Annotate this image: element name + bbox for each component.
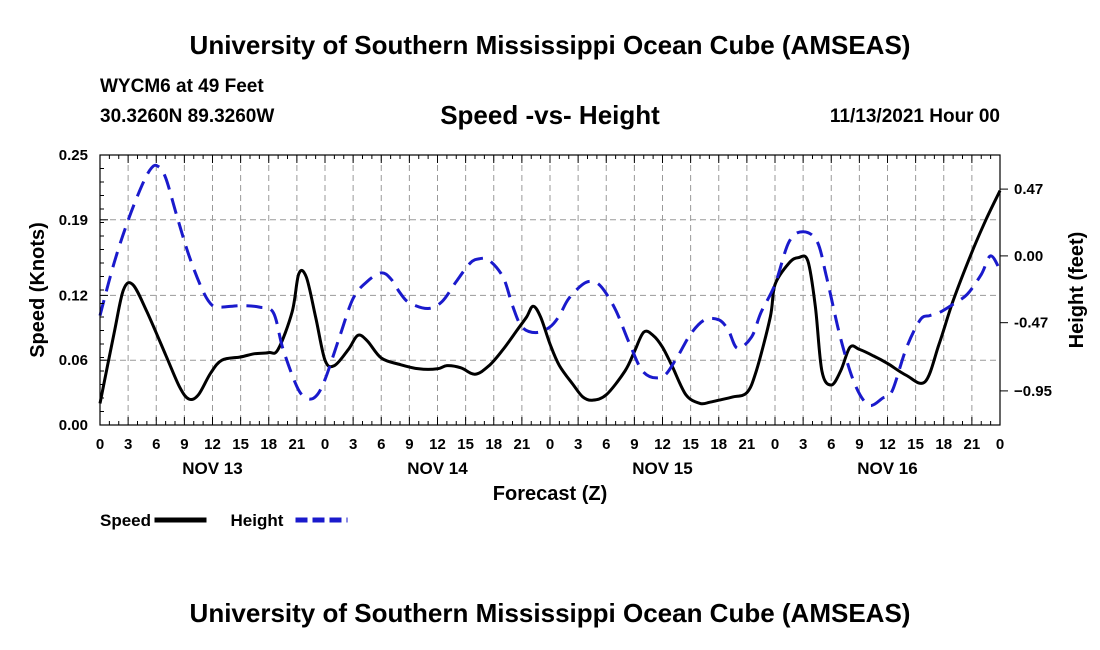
x-tick-label: 6	[602, 436, 610, 453]
y2-tick-label: −0.95	[1014, 383, 1052, 400]
x-tick-label: 12	[879, 436, 896, 453]
day-label: NOV 16	[857, 459, 917, 478]
x-tick-label: 9	[855, 436, 863, 453]
legend: Speed Height	[100, 511, 348, 530]
y-tick-label: 0.06	[59, 352, 88, 369]
x-tick-label: 3	[574, 436, 582, 453]
station-coordinates: 30.3260N 89.3260W	[100, 106, 275, 127]
x-tick-label: 6	[827, 436, 835, 453]
x-tick-label: 3	[124, 436, 132, 453]
y2-tick-label: -0.47	[1014, 315, 1048, 332]
y-axis-label: Speed (Knots)	[27, 222, 49, 358]
x-tick-label: 0	[771, 436, 779, 453]
chart-title: Speed -vs- Height	[440, 100, 660, 130]
x-tick-label: 15	[457, 436, 474, 453]
x-tick-label: 21	[289, 436, 306, 453]
y2-axis-label: Height (feet)	[1066, 232, 1088, 349]
footer-title: University of Southern Mississippi Ocean…	[189, 598, 911, 628]
x-tick-label: 3	[349, 436, 357, 453]
x-axis-label: Forecast (Z)	[493, 483, 607, 505]
y-tick-label: 0.00	[59, 417, 88, 434]
x-tick-label: 15	[232, 436, 249, 453]
x-tick-label: 0	[321, 436, 329, 453]
x-tick-label: 0	[996, 436, 1004, 453]
x-tick-label: 12	[429, 436, 446, 453]
x-tick-label: 18	[710, 436, 727, 453]
x-tick-label: 21	[739, 436, 756, 453]
x-tick-label: 18	[485, 436, 502, 453]
x-tick-label: 15	[682, 436, 699, 453]
x-tick-label: 18	[260, 436, 277, 453]
series-line-speed	[98, 189, 1002, 406]
x-tick-label: 15	[907, 436, 924, 453]
x-tick-label: 9	[405, 436, 413, 453]
legend-label-height: Height	[231, 511, 284, 530]
day-label: NOV 14	[407, 459, 468, 478]
y2-tick-label: 0.47	[1014, 181, 1043, 198]
y-tick-label: 0.19	[59, 212, 88, 229]
x-tick-label: 9	[630, 436, 638, 453]
forecast-date: 11/13/2021 Hour 00	[829, 106, 1000, 127]
x-tick-label: 0	[96, 436, 104, 453]
day-label: NOV 13	[182, 459, 242, 478]
speed-height-chart: 0 3 6 9 12 15 18 21 0 3 6 9 12 15 18 21 0 3 6 9 12 15 18 21 0 3 6 9…	[27, 147, 1088, 530]
x-tick-label: 21	[964, 436, 981, 453]
y-tick-label: 0.25	[59, 147, 88, 164]
x-tick-label: 12	[654, 436, 671, 453]
x-tick-label: 0	[546, 436, 554, 453]
x-tick-label: 12	[204, 436, 221, 453]
station-label: WYCM6 at 49 Feet	[100, 76, 264, 97]
legend-label-speed: Speed	[100, 511, 151, 530]
page-title: University of Southern Mississippi Ocean…	[189, 30, 911, 60]
y-tick-label: 0.12	[59, 287, 88, 304]
y2-tick-label: 0.00	[1014, 248, 1043, 265]
x-tick-label: 21	[514, 436, 531, 453]
x-tick-label: 6	[377, 436, 385, 453]
x-tick-label: 9	[180, 436, 188, 453]
x-tick-label: 3	[799, 436, 807, 453]
day-label: NOV 15	[632, 459, 692, 478]
x-tick-label: 6	[152, 436, 160, 453]
x-tick-label: 18	[935, 436, 952, 453]
